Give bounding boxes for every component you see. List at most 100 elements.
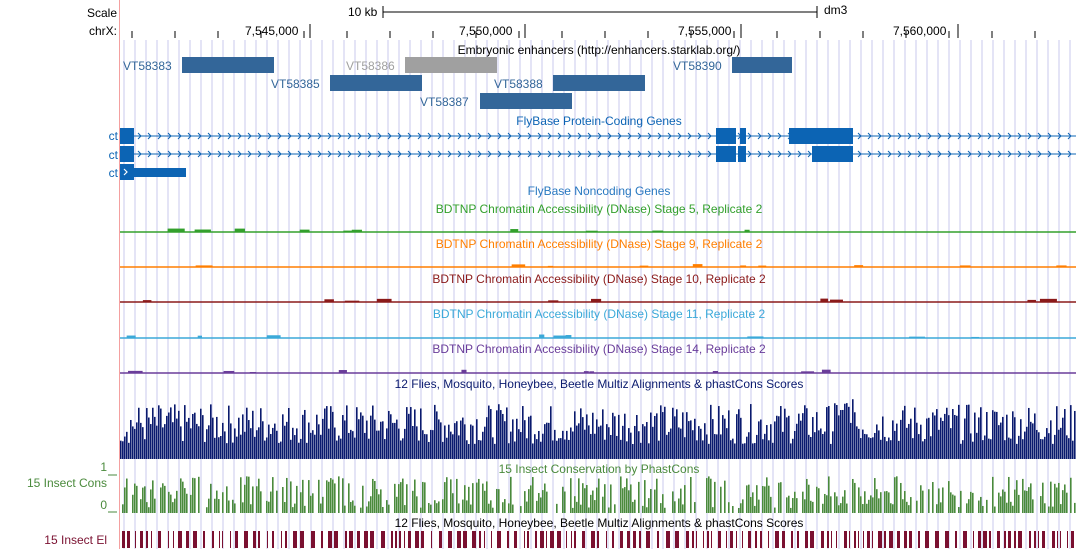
element-block — [730, 531, 733, 548]
multiz-bar — [916, 422, 918, 459]
multiz-bar — [822, 434, 824, 459]
enhancer-label[interactable]: VT58390 — [673, 59, 722, 73]
multiz-bar — [832, 431, 834, 459]
multiz-bar — [228, 405, 230, 459]
multiz-bar — [718, 406, 720, 459]
phastcons-bar — [536, 500, 538, 513]
multiz-bar — [320, 434, 322, 459]
strand-chevron — [607, 132, 612, 140]
multiz-bar — [628, 428, 630, 459]
strand-chevron — [597, 132, 602, 140]
phastcons-bar — [1060, 504, 1062, 513]
element-block — [540, 531, 544, 548]
element-block — [831, 531, 832, 548]
enhancer-feature — [480, 93, 572, 109]
enhancer-label[interactable]: VT58383 — [123, 59, 172, 73]
multiz-bar — [398, 428, 400, 459]
strand-chevron — [887, 132, 892, 140]
element-block — [151, 531, 152, 548]
multiz-bar — [166, 415, 168, 459]
enhancer-label[interactable]: VT58386 — [346, 59, 395, 73]
multiz-bar — [424, 434, 426, 459]
gene-label[interactable]: ct — [108, 129, 118, 143]
strand-chevron — [287, 132, 292, 140]
multiz-bar — [732, 438, 734, 459]
phastcons-bar — [510, 476, 512, 513]
multiz-bar — [154, 416, 156, 459]
chrom-label: chrX: — [88, 24, 117, 38]
phastcons-bar — [710, 478, 712, 513]
phastcons-bar — [650, 489, 652, 513]
element-block — [606, 531, 607, 548]
element-block — [768, 531, 769, 548]
multiz-bar — [156, 425, 158, 459]
multiz-bar — [892, 420, 894, 459]
multiz-bar — [444, 425, 446, 459]
multiz-bar — [450, 431, 452, 459]
multiz-bar — [344, 420, 346, 459]
elements-side-label[interactable]: 15 Insect El — [44, 533, 107, 547]
multiz-bar — [758, 421, 760, 459]
phastcons-bar — [1016, 480, 1018, 513]
phastcons-bar — [142, 487, 144, 513]
multiz-bar — [690, 420, 692, 459]
multiz-bar — [734, 443, 736, 459]
multiz-bar — [162, 427, 164, 459]
phastcons-bar — [902, 499, 904, 513]
phastcons-bar — [844, 490, 846, 513]
multiz-bar — [376, 430, 378, 459]
phastcons-bar — [594, 500, 596, 513]
enhancer-label[interactable]: VT58388 — [494, 77, 543, 91]
multiz-bar — [296, 428, 298, 459]
multiz-bar — [840, 410, 842, 459]
multiz-bar — [854, 412, 856, 459]
enhancer-label[interactable]: VT58385 — [271, 77, 320, 91]
multiz-bar — [890, 440, 892, 459]
phastcons-bar — [270, 491, 272, 513]
strand-chevron — [467, 150, 472, 158]
track-title-genes: FlyBase Protein-Coding Genes — [516, 114, 682, 128]
enhancer-feature — [405, 57, 497, 73]
gene-label[interactable]: ct — [108, 148, 118, 162]
phastcons-bar — [540, 497, 542, 513]
multiz-bar — [836, 404, 838, 459]
multiz-bar — [472, 425, 474, 459]
strand-chevron — [777, 132, 782, 140]
strand-chevron — [1037, 150, 1042, 158]
element-block — [127, 531, 130, 548]
phastcons-bar — [932, 482, 934, 513]
phastcons-side-label[interactable]: 15 Insect Cons — [26, 476, 107, 490]
phastcons-bar — [544, 483, 546, 513]
multiz-bar — [740, 417, 742, 459]
strand-chevron — [807, 150, 812, 158]
enhancer-label[interactable]: VT58387 — [420, 95, 469, 109]
multiz-bar — [480, 440, 482, 459]
phastcons-bar — [586, 485, 588, 513]
phastcons-bar — [244, 484, 246, 513]
multiz-bar — [834, 403, 836, 459]
phastcons-bar — [1070, 477, 1072, 513]
element-block — [884, 531, 886, 548]
multiz-bar — [716, 434, 718, 459]
phastcons-bar — [966, 503, 968, 513]
phastcons-bar — [406, 484, 408, 513]
phastcons-bar — [584, 488, 586, 513]
multiz-bar — [426, 434, 428, 459]
multiz-bar — [970, 433, 972, 459]
multiz-bar — [120, 440, 122, 459]
multiz-bar — [238, 417, 240, 459]
multiz-bar — [954, 414, 956, 459]
gene-label[interactable]: ct — [108, 166, 118, 180]
multiz-bar — [506, 407, 508, 459]
element-block — [582, 531, 585, 548]
multiz-bar — [620, 439, 622, 459]
multiz-bar — [918, 434, 920, 459]
multiz-bar — [168, 412, 170, 459]
multiz-bar — [542, 433, 544, 459]
phastcons-bar — [524, 491, 526, 513]
strand-chevron — [123, 168, 128, 176]
element-block — [775, 531, 779, 548]
phastcons-bar — [472, 483, 474, 513]
